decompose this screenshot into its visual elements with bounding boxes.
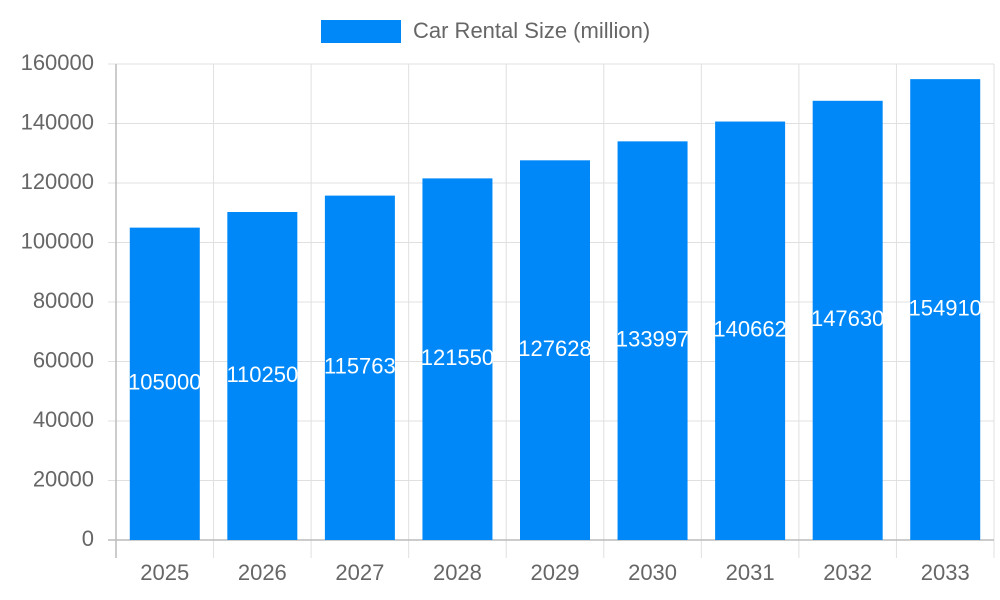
y-tick-label: 20000 <box>33 466 94 491</box>
y-tick-label: 60000 <box>33 347 94 372</box>
x-tick-label: 2028 <box>433 560 482 585</box>
data-label: 115763 <box>324 354 396 379</box>
legend-swatch[interactable] <box>321 20 401 43</box>
y-tick-label: 120000 <box>21 169 94 194</box>
x-tick-label: 2032 <box>823 560 872 585</box>
x-tick-label: 2029 <box>531 560 580 585</box>
x-tick-label: 2030 <box>628 560 677 585</box>
data-label: 140662 <box>713 317 786 342</box>
data-label: 133997 <box>616 326 689 351</box>
y-tick-label: 40000 <box>33 407 94 432</box>
y-tick-label: 0 <box>82 526 94 551</box>
data-label: 121550 <box>421 345 494 370</box>
data-label: 147630 <box>811 306 884 331</box>
y-tick-label: 160000 <box>21 50 94 75</box>
bar <box>520 160 590 540</box>
legend-label[interactable]: Car Rental Size (million) <box>413 18 650 43</box>
x-tick-label: 2027 <box>335 560 384 585</box>
bar <box>324 195 395 540</box>
x-tick-label: 2026 <box>238 560 287 585</box>
y-tick-label: 100000 <box>21 228 94 253</box>
data-label: 127628 <box>518 336 591 361</box>
bar <box>227 212 298 540</box>
y-tick-label: 140000 <box>21 109 94 134</box>
data-label: 110250 <box>226 362 298 387</box>
bar <box>812 100 883 540</box>
data-label: 105000 <box>128 370 201 395</box>
data-label: 154910 <box>909 295 982 320</box>
bar <box>617 141 688 540</box>
y-tick-label: 80000 <box>33 288 94 313</box>
bar <box>715 121 786 540</box>
bar <box>910 79 981 540</box>
bar <box>422 178 493 541</box>
bar <box>129 227 200 540</box>
x-tick-label: 2033 <box>921 560 970 585</box>
x-tick-label: 2031 <box>726 560 775 585</box>
x-tick-label: 2025 <box>140 560 189 585</box>
